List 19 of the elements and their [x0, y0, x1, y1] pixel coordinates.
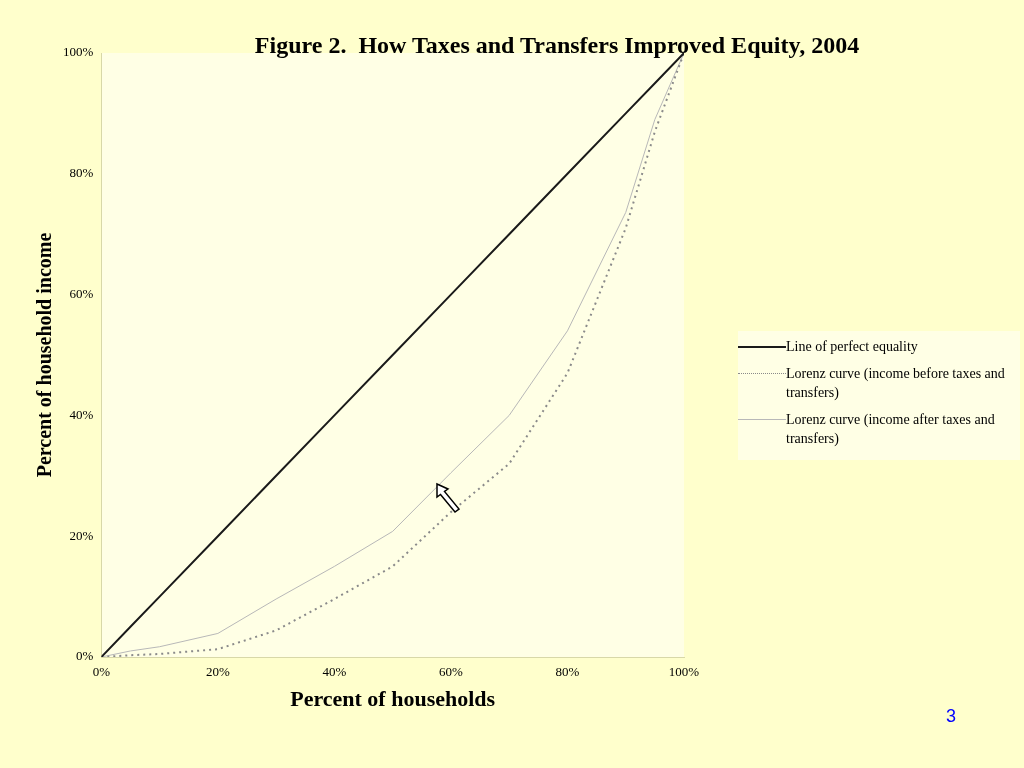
legend-label: Line of perfect equality — [786, 338, 918, 356]
x-tick-label: 80% — [555, 664, 580, 680]
legend-label: Lorenz curve (income before taxes and transfers) — [786, 365, 1006, 402]
x-tick-label: 20% — [205, 664, 230, 680]
y-tick-label: 0% — [75, 648, 94, 664]
chart-title: Figure 2. How Taxes and Transfers Improved Equity, 2004 — [254, 32, 860, 58]
y-tick-label: 20% — [69, 527, 94, 543]
x-tick-label: 100% — [668, 664, 700, 680]
y-tick-label: 100% — [62, 44, 94, 60]
x-tick-label: 40% — [322, 664, 347, 680]
x-tick-label: 0% — [92, 664, 111, 680]
y-tick-label: 40% — [69, 406, 94, 422]
y-axis-title: Percent of household income — [33, 232, 56, 478]
legend-label: Lorenz curve (income after taxes and transfers) — [786, 411, 996, 448]
y-tick-label: 60% — [69, 286, 94, 302]
text: 3 — [946, 706, 957, 727]
x-axis-title: Percent of households — [290, 686, 496, 712]
x-tick-label: 60% — [439, 664, 464, 680]
y-tick-label: 80% — [69, 165, 94, 181]
